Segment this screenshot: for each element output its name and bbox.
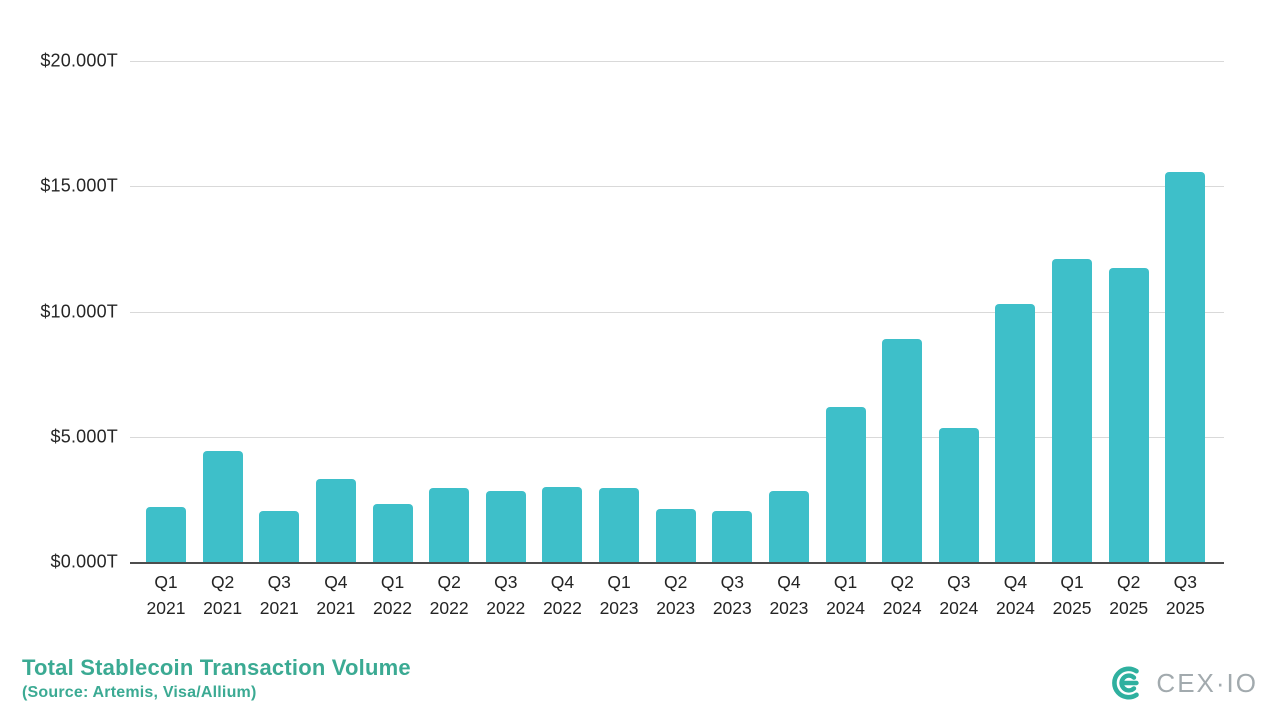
y-axis-tick-label: $10.000T (40, 301, 118, 321)
gridline (130, 186, 1224, 188)
bar-q2-2022 (429, 488, 470, 562)
y-axis-tick-label: $20.000T (40, 50, 118, 71)
x-axis-tick-label: Q1 2021 (146, 572, 186, 618)
x-axis-tick-label: Q4 2022 (542, 572, 582, 618)
x-axis-tick-label: Q1 2025 (1052, 572, 1092, 618)
x-axis-tick-label: Q1 2022 (373, 572, 412, 618)
bar-q2-2025 (1108, 267, 1149, 562)
x-axis-tick-label: Q4 2023 (769, 572, 809, 618)
chart-source-note: (Source: Artemis, Visa/Allium) (22, 684, 257, 701)
x-axis-tick-label: Q2 2023 (656, 572, 696, 618)
x-axis-tick-label: Q2 2022 (429, 572, 469, 618)
bar-q1-2023 (599, 488, 640, 562)
x-axis-tick-label: Q2 2021 (203, 572, 243, 618)
x-axis-tick-label: Q1 2023 (599, 572, 639, 618)
y-axis-tick-label: $0.000T (50, 551, 118, 572)
x-axis-tick-label: Q3 2023 (712, 572, 752, 618)
gridline (130, 311, 1224, 313)
cexio-logo-text: CEX·IO (1156, 668, 1258, 698)
x-axis-labels: Q1 2021 Q2 2021 Q3 2021 Q4 2021 Q1 2022 Q2 2022 Q3 20… (130, 569, 1224, 629)
y-axis-tick-label: $5.000T (50, 426, 118, 447)
y-axis-tick-label: $15.000T (40, 175, 118, 196)
x-axis-tick-label: Q3 2022 (486, 572, 526, 618)
bar-q1-2024 (825, 406, 866, 562)
bar-q3-2021 (259, 510, 300, 562)
bar-q1-2022 (372, 504, 413, 562)
x-axis-tick-label: Q4 2021 (316, 572, 356, 618)
chart-caption: Total Stablecoin Transaction Volume (Sou… (22, 654, 411, 703)
x-axis-tick-label: Q2 2025 (1109, 572, 1149, 618)
gridline (130, 436, 1224, 438)
bar-q1-2021 (146, 506, 186, 562)
bar-q3-2022 (485, 490, 526, 562)
cexio-logo: CEX·IO (1107, 663, 1258, 703)
bar-q3-2025 (1165, 172, 1206, 562)
chart-title: Total Stablecoin Transaction Volume (22, 655, 411, 680)
bar-q4-2023 (768, 490, 809, 562)
plot-area: $0.000T $5.000T $10.000T $15.000T $20.000T (40, 51, 1224, 572)
x-axis-tick-label: Q1 2024 (826, 572, 866, 618)
x-axis-tick-label: Q3 2021 (259, 572, 299, 618)
x-axis-tick-label: Q3 2024 (939, 572, 979, 618)
bar-q3-2024 (938, 427, 979, 562)
x-axis-tick-label: Q2 2024 (882, 572, 922, 618)
bar-q1-2025 (1052, 258, 1093, 562)
x-axis-tick-label: Q4 2024 (995, 572, 1035, 618)
x-axis-tick-label: Q3 2025 (1165, 572, 1205, 618)
bar-q4-2024 (995, 304, 1036, 562)
bar-q2-2024 (882, 339, 923, 562)
bar-q3-2023 (712, 510, 753, 562)
gridline (130, 61, 1224, 62)
cexio-logo-icon (1107, 663, 1147, 703)
bar-q4-2022 (542, 486, 583, 562)
bar-q2-2023 (655, 509, 696, 562)
bar-q4-2021 (315, 479, 356, 562)
bar-q2-2021 (202, 450, 243, 562)
